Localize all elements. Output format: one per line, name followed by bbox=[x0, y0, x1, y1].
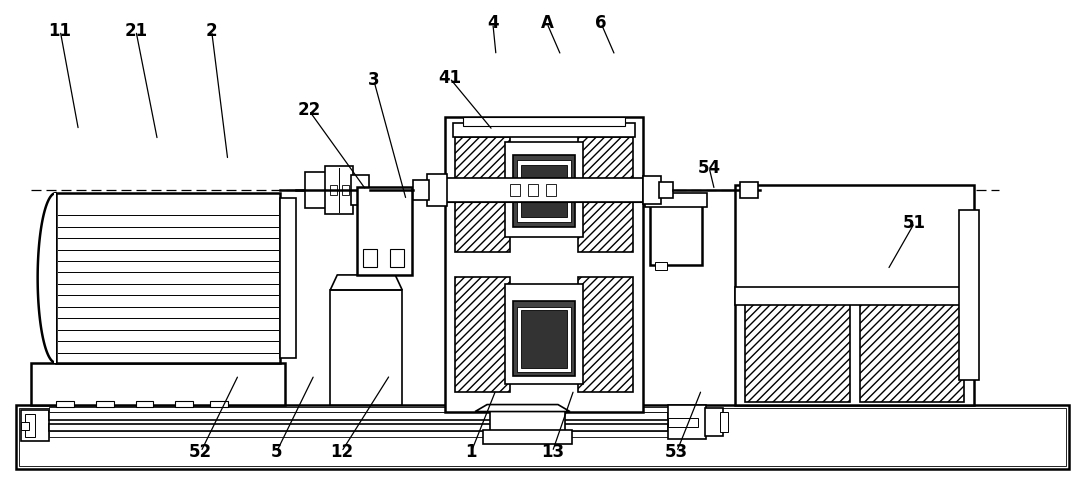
Bar bbox=[650, 205, 702, 265]
Text: 53: 53 bbox=[665, 443, 689, 461]
Bar bbox=[49, 424, 668, 432]
Text: 22: 22 bbox=[298, 102, 321, 119]
Bar bbox=[521, 165, 567, 217]
Bar bbox=[445, 118, 643, 412]
Bar bbox=[455, 138, 510, 252]
Bar bbox=[363, 249, 377, 267]
Bar bbox=[510, 184, 520, 196]
Bar bbox=[658, 182, 673, 198]
Text: 1: 1 bbox=[466, 443, 477, 461]
Bar bbox=[464, 118, 625, 126]
Bar bbox=[960, 210, 979, 380]
Bar bbox=[491, 410, 565, 432]
Text: 21: 21 bbox=[125, 22, 147, 40]
Polygon shape bbox=[330, 275, 402, 290]
Text: 52: 52 bbox=[190, 443, 212, 461]
Polygon shape bbox=[54, 193, 55, 362]
Bar bbox=[49, 406, 668, 412]
Text: 41: 41 bbox=[438, 69, 461, 87]
Bar bbox=[860, 302, 965, 402]
Bar bbox=[517, 307, 571, 372]
Bar bbox=[49, 412, 668, 420]
Text: 51: 51 bbox=[903, 214, 926, 232]
Text: 2: 2 bbox=[206, 22, 218, 40]
Bar bbox=[305, 172, 327, 208]
Bar bbox=[21, 422, 28, 430]
Text: 13: 13 bbox=[540, 443, 564, 461]
Bar bbox=[390, 249, 404, 267]
Text: 54: 54 bbox=[697, 158, 720, 176]
Bar bbox=[453, 124, 635, 138]
Bar bbox=[734, 287, 975, 305]
Bar bbox=[175, 400, 194, 406]
Bar bbox=[483, 430, 572, 444]
Bar bbox=[351, 175, 369, 205]
Text: 5: 5 bbox=[271, 443, 283, 461]
Text: 11: 11 bbox=[49, 22, 71, 40]
Bar bbox=[330, 290, 402, 405]
Bar bbox=[529, 184, 538, 196]
Polygon shape bbox=[475, 404, 570, 411]
Bar bbox=[414, 180, 429, 200]
Bar bbox=[455, 277, 510, 392]
Bar bbox=[578, 277, 632, 392]
Bar bbox=[734, 185, 975, 404]
Bar bbox=[135, 400, 154, 406]
Bar bbox=[21, 410, 49, 442]
Bar bbox=[668, 418, 697, 426]
Bar bbox=[740, 182, 758, 198]
Bar bbox=[210, 400, 229, 406]
Text: 3: 3 bbox=[368, 72, 380, 90]
Bar bbox=[505, 284, 583, 384]
Bar bbox=[720, 412, 728, 432]
Bar bbox=[643, 176, 661, 204]
Bar bbox=[505, 142, 583, 237]
Bar bbox=[18, 408, 1067, 467]
Bar bbox=[655, 262, 667, 270]
Bar bbox=[15, 404, 1069, 469]
Bar bbox=[644, 193, 707, 207]
Bar bbox=[668, 404, 706, 440]
Bar bbox=[513, 301, 575, 376]
Bar bbox=[521, 310, 567, 368]
Bar bbox=[30, 362, 285, 405]
Bar bbox=[95, 400, 114, 406]
Bar bbox=[445, 178, 643, 202]
Text: A: A bbox=[540, 14, 553, 32]
Bar bbox=[330, 185, 337, 195]
Bar bbox=[342, 185, 349, 195]
Bar bbox=[546, 184, 556, 196]
Bar bbox=[325, 166, 353, 214]
Text: 6: 6 bbox=[596, 14, 606, 32]
Bar bbox=[49, 432, 668, 438]
Bar bbox=[55, 400, 74, 406]
Bar bbox=[25, 414, 35, 438]
Bar bbox=[55, 193, 280, 362]
Bar bbox=[280, 198, 297, 358]
Bar bbox=[513, 156, 575, 227]
Text: 4: 4 bbox=[487, 14, 498, 32]
Bar bbox=[517, 160, 571, 222]
Bar bbox=[357, 187, 413, 275]
Bar bbox=[745, 302, 849, 402]
Text: 12: 12 bbox=[330, 443, 353, 461]
Bar bbox=[427, 174, 447, 206]
Bar bbox=[705, 408, 722, 436]
Bar bbox=[578, 138, 632, 252]
